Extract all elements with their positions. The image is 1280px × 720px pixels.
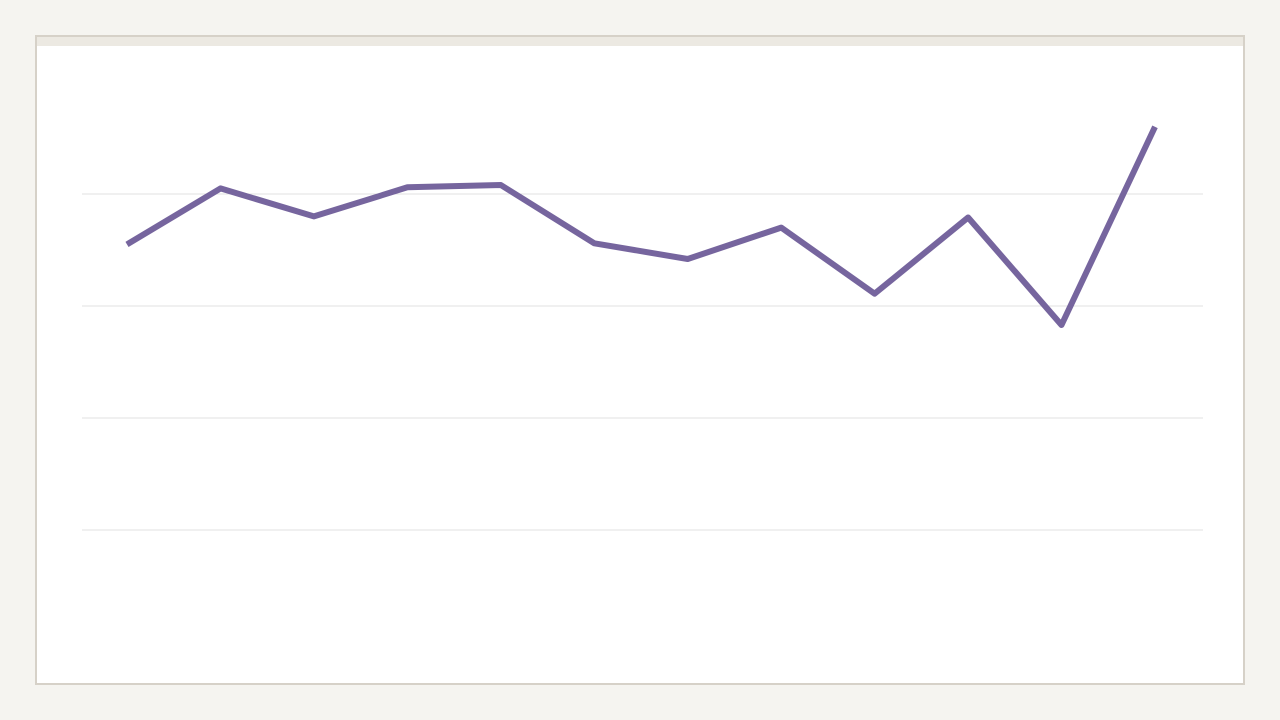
grid-layer: [82, 193, 1203, 531]
card-top-strip: [37, 37, 1243, 46]
chart-card: [35, 35, 1245, 685]
line-chart: [82, 125, 1203, 531]
series-layer: [125, 125, 1158, 328]
series-line-1: [125, 125, 1158, 328]
